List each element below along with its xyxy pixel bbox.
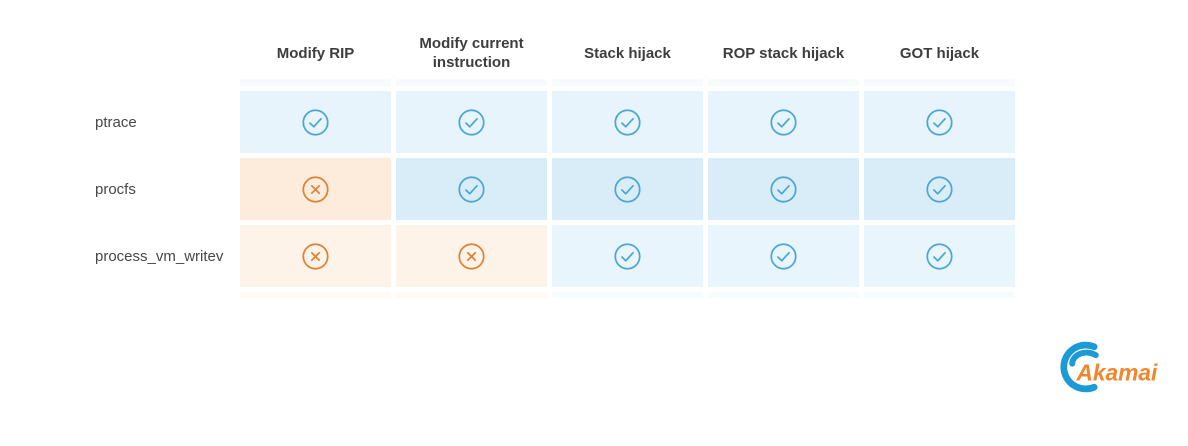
cap-cell [864, 79, 1015, 86]
column-header-modify-current-instruction: Modify current instruction [419, 35, 524, 71]
check-icon [770, 108, 797, 136]
check-icon [614, 175, 641, 203]
matrix-cell-process_vm_writev-col3 [708, 225, 859, 287]
cap-cell [396, 292, 547, 298]
cap-cell [552, 292, 703, 298]
column-header-modify-rip: Modify RIP [276, 44, 355, 62]
check-icon [770, 175, 797, 203]
row-label-procfs: procfs [95, 180, 136, 198]
check-icon [458, 108, 485, 136]
matrix-cell-ptrace-col2 [552, 91, 703, 153]
cap-cell [552, 79, 703, 86]
comparison-matrix: Modify RIP Modify current instruction St… [95, 30, 1025, 310]
matrix-cell-ptrace-col0 [240, 91, 391, 153]
check-icon [926, 175, 953, 203]
akamai-logo-swoosh [1060, 341, 1098, 393]
row-label-process-vm-writev: process_vm_writev [95, 247, 224, 265]
top-cap-strip [240, 79, 1015, 86]
akamai-logo-wordmark: Akamai [1075, 359, 1158, 385]
check-icon [926, 242, 953, 270]
column-headers: Modify RIP Modify current instruction St… [240, 30, 1015, 76]
cap-cell [708, 292, 859, 298]
matrix-row-ptrace [240, 91, 1015, 153]
matrix-row-procfs [240, 158, 1015, 220]
cross-icon [302, 175, 329, 203]
akamai-logo-wave [1069, 349, 1099, 367]
check-icon [458, 175, 485, 203]
column-header-got-hijack: GOT hijack [899, 44, 980, 62]
matrix-cell-procfs-col0 [240, 158, 391, 220]
row-label-ptrace: ptrace [95, 113, 137, 131]
cap-cell [708, 79, 859, 86]
check-icon [926, 108, 953, 136]
matrix-cell-ptrace-col4 [864, 91, 1015, 153]
matrix-cell-procfs-col2 [552, 158, 703, 220]
matrix-cell-procfs-col1 [396, 158, 547, 220]
cap-cell [240, 292, 391, 298]
matrix-cell-process_vm_writev-col1 [396, 225, 547, 287]
akamai-logo: Akamai [1060, 341, 1158, 393]
matrix-cell-ptrace-col1 [396, 91, 547, 153]
matrix-cell-process_vm_writev-col0 [240, 225, 391, 287]
cap-cell [396, 79, 547, 86]
matrix-cell-ptrace-col3 [708, 91, 859, 153]
check-icon [302, 108, 329, 136]
matrix-cell-process_vm_writev-col2 [552, 225, 703, 287]
matrix-cell-process_vm_writev-col4 [864, 225, 1015, 287]
cap-cell [864, 292, 1015, 298]
column-header-rop-stack-hijack: ROP stack hijack [722, 44, 845, 62]
column-header-stack-hijack: Stack hijack [584, 44, 671, 62]
check-icon [614, 108, 641, 136]
cross-icon [302, 242, 329, 270]
bottom-cap-strip [240, 292, 1015, 298]
matrix-cell-procfs-col4 [864, 158, 1015, 220]
matrix-cell-procfs-col3 [708, 158, 859, 220]
check-icon [770, 242, 797, 270]
check-icon [614, 242, 641, 270]
cross-icon [458, 242, 485, 270]
cap-cell [240, 79, 391, 86]
matrix-row-process-vm-writev [240, 225, 1015, 287]
